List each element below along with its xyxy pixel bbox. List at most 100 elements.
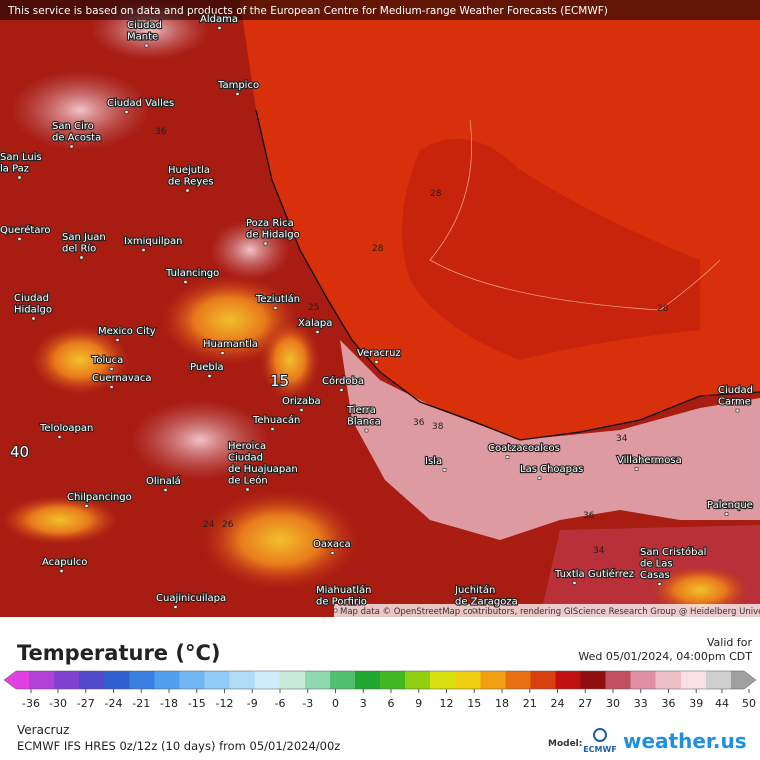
contour-label: 28 (657, 304, 669, 314)
city-label: Córdoba (322, 375, 364, 387)
city-dot (299, 408, 304, 412)
city-dot (505, 455, 510, 459)
city-label: Juchitán (454, 584, 495, 596)
colorbar-tick-label: 39 (689, 697, 703, 710)
city-label: San Juan (62, 232, 106, 243)
city-dot (59, 569, 64, 573)
location: Veracruz (17, 723, 69, 737)
city-dot (84, 504, 89, 508)
map: This service is based on data and produc… (0, 0, 760, 617)
city-label: Ixmiquilpan (124, 236, 182, 247)
city-label: Oaxaca (313, 539, 351, 550)
colorbar-tick-label: -12 (216, 697, 234, 710)
contour-label: 38 (432, 422, 444, 432)
city-label: Tuxtla Gutiérrez (554, 568, 634, 580)
city-label: Cuajinicuilapa (156, 593, 226, 604)
brand-logo[interactable]: weather.us (623, 729, 747, 753)
colorbar-tick-label: 0 (332, 697, 339, 710)
city-dot (442, 468, 447, 472)
city-dot (537, 476, 542, 480)
city-label: de Porfirio (316, 597, 367, 608)
colorbar-ticks: -36 -30 -27 -24 -21 -18 -15 -12 -9 -6 -3 0 3 6 9 12 15 18… (22, 689, 756, 710)
legend-title: Temperature (°C) (17, 641, 220, 665)
city-label: Miahuatlán (316, 584, 372, 596)
city-label: Mante (127, 32, 158, 43)
city-label: Veracruz (357, 348, 401, 359)
contour-label: 28 (372, 244, 384, 254)
city-label: de Zaragoza (455, 597, 518, 608)
city-label: Orizaba (282, 396, 321, 407)
colorbar-tick-label: 44 (715, 697, 729, 710)
colorbar-tick-label: -36 (22, 697, 40, 710)
city-label: Isla (425, 456, 442, 467)
city-label: Teloloapan (39, 423, 93, 434)
city-label: de Las (640, 559, 673, 570)
city-dot (109, 385, 114, 389)
contour-label: 26 (222, 520, 234, 530)
city-label: Ciudad (718, 385, 753, 396)
city-label: San Ciro (52, 121, 94, 132)
colorbar-tick-label: 36 (662, 697, 676, 710)
city-dot (17, 175, 22, 180)
colorbar-tick-label: 50 (742, 697, 756, 710)
city-dot (17, 237, 22, 241)
city-label: la Paz (0, 164, 29, 175)
city-label: Coatzacoalcos (488, 443, 560, 454)
colorbar-tick-label: 30 (606, 697, 620, 710)
colorbar-tick-label: -18 (160, 697, 178, 710)
city-label: Las Choapas (520, 464, 583, 475)
contour-label: 36 (155, 127, 167, 137)
city-label: Mexico City (98, 326, 156, 337)
colorbar-tick-label: -24 (105, 697, 123, 710)
city-label: Tehuacán (252, 414, 300, 426)
city-label: Puebla (190, 362, 224, 373)
city-dot (163, 488, 168, 492)
city-dot (364, 428, 369, 433)
colorbar-tick-label: 18 (495, 697, 509, 710)
banner: This service is based on data and produc… (7, 5, 608, 17)
city-dot (339, 388, 344, 392)
city-dot (69, 144, 74, 149)
city-dot (235, 92, 240, 96)
city-label: Carme (718, 397, 751, 408)
city-dot (330, 551, 335, 555)
colorbar-tick-label: -3 (302, 697, 313, 710)
city-dot (245, 487, 250, 492)
city-dot (220, 351, 225, 355)
city-dot (273, 306, 278, 310)
city-label: Poza Rica (246, 218, 294, 229)
city-label: Tulancingo (165, 268, 219, 279)
city-dot (315, 330, 320, 334)
city-label: Casas (640, 570, 670, 581)
city-dot (374, 360, 379, 364)
colorbar-tick-label: -15 (188, 697, 206, 710)
city-dot (31, 316, 36, 321)
contour-label: 25 (308, 303, 319, 313)
contour-label: 36 (413, 418, 425, 428)
city-dot (79, 255, 84, 260)
city-dot (263, 241, 268, 246)
colorbar-tick-label: 12 (440, 697, 454, 710)
city-label: Heroica (228, 441, 266, 452)
colorbar-tick-label: -30 (49, 697, 67, 710)
city-dot (634, 467, 639, 471)
contour-label: 34 (616, 434, 628, 444)
city-label: Xalapa (298, 318, 332, 329)
colorbar-tick-label: 3 (360, 697, 367, 710)
colorbar-tick-label: -21 (132, 697, 150, 710)
city-label: Huejutla (168, 165, 210, 176)
colorbar-tick-label: -27 (77, 697, 95, 710)
map-credit: Map data © OpenStreetMap contributors, r… (340, 607, 760, 617)
city-label: San Cristóbal (640, 546, 706, 558)
city-label: Ciudad (228, 453, 263, 464)
city-label: Chilpancingo (67, 492, 132, 503)
city-label: San Luis (0, 152, 42, 163)
city-label: de Reyes (168, 177, 214, 188)
city-dot (173, 605, 178, 609)
city-dot (57, 435, 62, 439)
city-label: Teziutlán (255, 293, 300, 305)
contour-label: 36 (583, 511, 595, 521)
city-label: Blanca (347, 417, 381, 428)
city-dot (472, 608, 477, 613)
